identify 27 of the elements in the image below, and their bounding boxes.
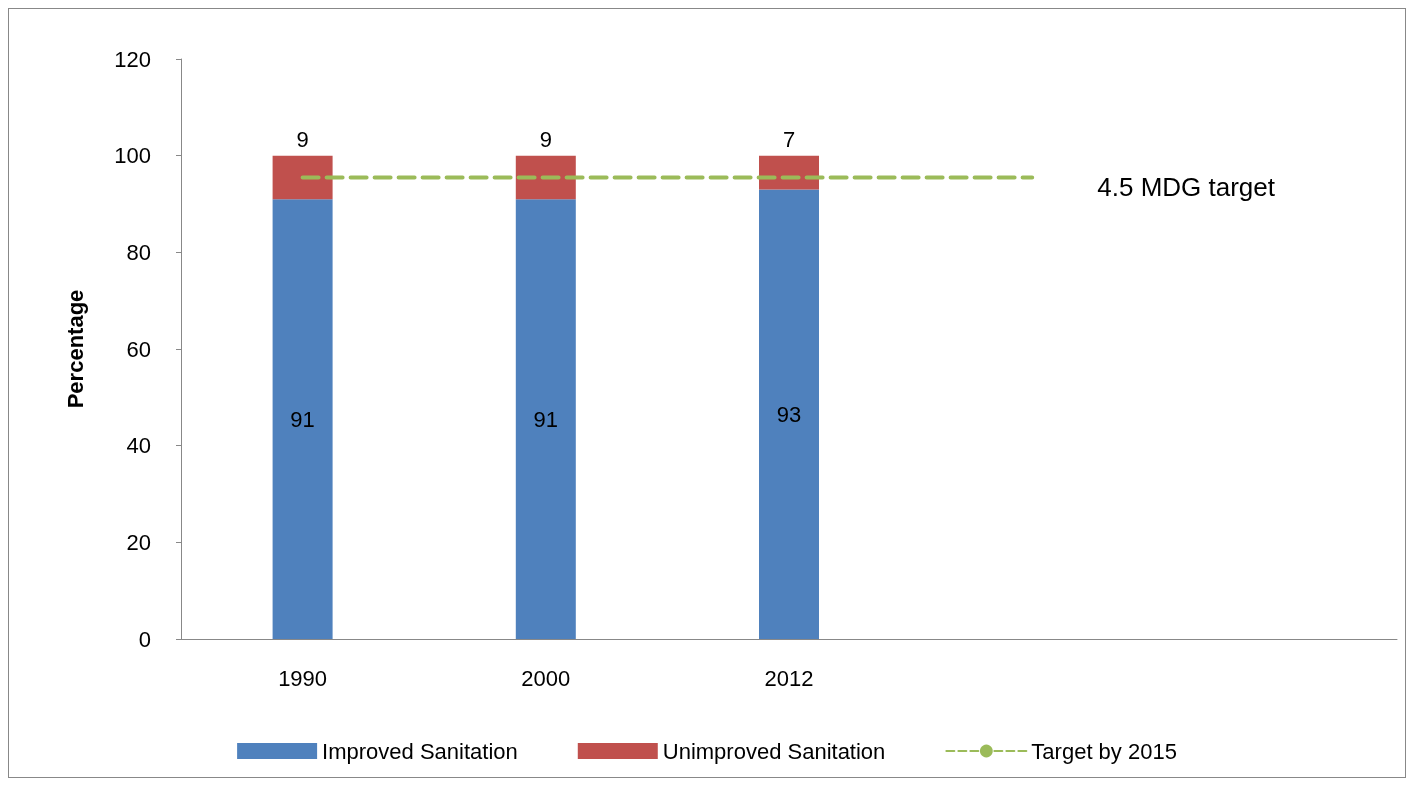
y-tick-label: 0 xyxy=(138,626,151,652)
x-tick-label: 2000 xyxy=(521,665,571,691)
y-tick-label: 80 xyxy=(126,239,151,265)
data-label: 91 xyxy=(290,406,315,432)
y-tick-label: 100 xyxy=(114,143,151,169)
legend-label: Target by 2015 xyxy=(1031,738,1177,764)
bar xyxy=(272,155,333,200)
x-tick-label: 1990 xyxy=(278,665,328,691)
bar xyxy=(759,189,819,639)
annotation: 4.5 MDG target xyxy=(1097,172,1276,202)
bar xyxy=(515,155,576,200)
x-tick-label: 2012 xyxy=(764,665,814,691)
y-tick-label: 120 xyxy=(114,46,151,72)
y-axis-title: Percentage xyxy=(62,289,88,409)
data-label: 9 xyxy=(539,127,552,153)
bar xyxy=(515,199,576,639)
bar xyxy=(759,155,819,190)
y-tick-label: 40 xyxy=(126,433,151,459)
data-label: 9 xyxy=(296,127,309,153)
legend-label: Unimproved Sanitation xyxy=(662,738,886,764)
data-label: 93 xyxy=(776,401,802,427)
y-tick-label: 60 xyxy=(126,336,151,362)
y-tick-label: 20 xyxy=(126,529,151,555)
data-label: 7 xyxy=(782,127,796,153)
data-label: 91 xyxy=(533,406,559,432)
bar xyxy=(272,199,333,639)
legend-label: Improved Sanitation xyxy=(322,738,518,764)
